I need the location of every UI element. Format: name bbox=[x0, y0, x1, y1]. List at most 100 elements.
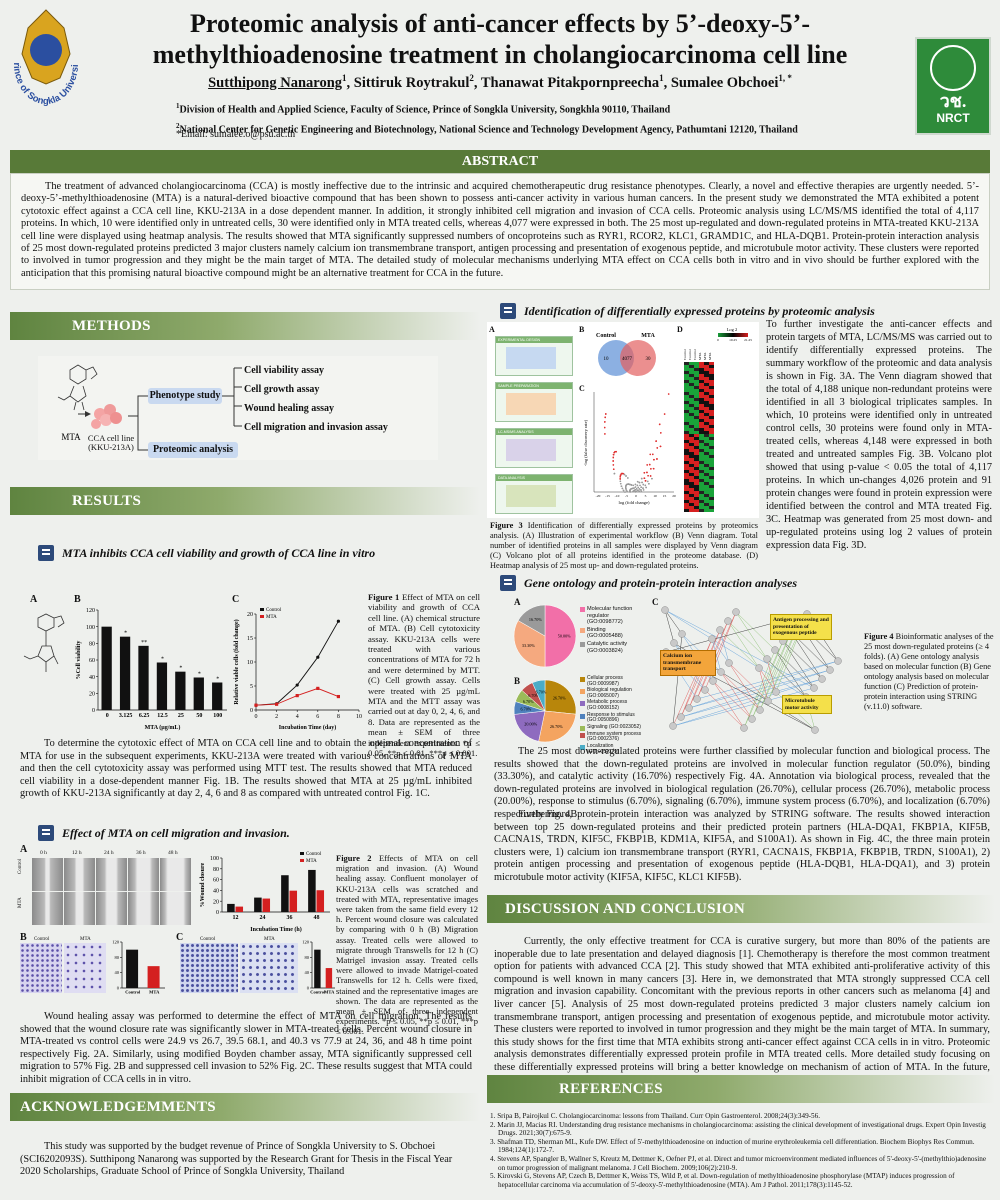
volcano-dot bbox=[648, 483, 650, 485]
x-tick-label: 12 bbox=[233, 915, 239, 921]
volcano-dot bbox=[649, 453, 652, 456]
caption-label: Figure 4 bbox=[864, 632, 894, 641]
heatmap-cell bbox=[704, 470, 709, 473]
edge bbox=[727, 620, 768, 660]
heatmap-cell bbox=[689, 428, 694, 431]
heatmap-cell bbox=[684, 374, 689, 377]
y-tick-label: 20 bbox=[247, 612, 253, 618]
x-tick-label: 25 bbox=[178, 713, 184, 719]
heatmap-cell bbox=[694, 479, 699, 482]
heatmap-cell bbox=[709, 440, 714, 443]
time-label: 12 h bbox=[72, 850, 82, 856]
legend-swatch bbox=[260, 615, 264, 618]
node bbox=[818, 675, 826, 683]
workflow-icon bbox=[506, 439, 556, 461]
x-tick-label: 0 bbox=[255, 714, 258, 720]
edge bbox=[727, 620, 760, 669]
heatmap-cell bbox=[704, 449, 709, 452]
legend-swatch bbox=[260, 608, 264, 611]
heatmap-cell bbox=[699, 488, 704, 491]
edge bbox=[712, 680, 753, 720]
caption-text: Bioinformatic analyses of the 25 most do… bbox=[864, 632, 994, 711]
heatmap-cell bbox=[694, 398, 699, 401]
volcano-dot bbox=[604, 416, 606, 419]
caption-text: Effect of MTA on cell viability and grow… bbox=[368, 592, 481, 759]
heatmap-cell bbox=[709, 446, 714, 449]
author-affiliation: 2 bbox=[469, 73, 474, 83]
heatmap-scale bbox=[718, 333, 748, 337]
heatmap-cell bbox=[704, 431, 709, 434]
workflow-title: SAMPLE PREPARATION bbox=[496, 383, 572, 389]
edge bbox=[680, 678, 823, 718]
heatmap-cell bbox=[699, 362, 704, 365]
heatmap-cell bbox=[684, 395, 689, 398]
slice-label: 6.70% bbox=[523, 699, 534, 704]
bar bbox=[325, 968, 333, 988]
y-tick-label: 0 bbox=[117, 986, 120, 991]
authors: Sutthipong Nanarong1, Sittiruk Roytrakul… bbox=[95, 73, 905, 92]
volcano-dot bbox=[642, 489, 645, 491]
node bbox=[693, 695, 701, 703]
y-tick-label: 120 bbox=[86, 608, 95, 614]
scale-label: 0 bbox=[717, 338, 719, 342]
emblem-center bbox=[30, 34, 62, 66]
time-label: 0 h bbox=[40, 850, 47, 856]
heatmap-cell bbox=[689, 425, 694, 428]
cluster-box: Calcium ion transmembrane transport bbox=[660, 650, 716, 676]
figure-caption: Figure 3 Identification of differentiall… bbox=[490, 521, 758, 571]
bar bbox=[193, 677, 204, 710]
point bbox=[336, 619, 340, 623]
heatmap-cell bbox=[699, 479, 704, 482]
volcano-dot bbox=[634, 488, 637, 491]
volcano-dot bbox=[647, 474, 649, 477]
heatmap-cell bbox=[684, 446, 689, 449]
heatmap-cell bbox=[709, 476, 714, 479]
node bbox=[740, 724, 748, 732]
logo-seal bbox=[930, 45, 976, 91]
heatmap-cell bbox=[684, 482, 689, 485]
heatmap-cell bbox=[689, 365, 694, 368]
venn-count: 4077 bbox=[622, 357, 633, 362]
x-tick-label: -10 bbox=[615, 494, 620, 498]
heatmap-cell bbox=[694, 410, 699, 413]
volcano-dot bbox=[638, 481, 641, 484]
heatmap-cell bbox=[684, 398, 689, 401]
x-tick-label: 4 bbox=[296, 714, 299, 720]
heatmap-cell bbox=[709, 419, 714, 422]
heatmap-cell bbox=[684, 368, 689, 371]
micrograph bbox=[64, 858, 95, 891]
heatmap-cell bbox=[709, 506, 714, 509]
bar bbox=[262, 898, 271, 912]
x-tick-label: 8 bbox=[337, 714, 340, 720]
heatmap-cell bbox=[704, 395, 709, 398]
image-label: Control bbox=[200, 937, 216, 942]
node bbox=[677, 713, 685, 721]
heatmap-cell bbox=[704, 443, 709, 446]
heatmap-cell bbox=[689, 401, 694, 404]
volcano-dot bbox=[641, 481, 643, 484]
heatmap-cell bbox=[704, 440, 709, 443]
heatmap-cell bbox=[699, 494, 704, 497]
caption-text: Identification of differentially express… bbox=[490, 521, 758, 570]
y-tick-label: 80 bbox=[213, 867, 219, 873]
heatmap-cell bbox=[684, 434, 689, 437]
heatmap-cell bbox=[704, 503, 709, 506]
heatmap-cell bbox=[694, 503, 699, 506]
reference: 5. Kirovski G, Stevens AP, Czech B, Dett… bbox=[490, 1172, 955, 1189]
bar bbox=[126, 949, 139, 988]
x-tick-label: Control bbox=[310, 990, 326, 995]
heatmap-cell bbox=[709, 434, 714, 437]
heatmap-cell bbox=[699, 422, 704, 425]
legend-swatch bbox=[580, 725, 585, 731]
y-axis-label: %Cell viability bbox=[76, 641, 82, 680]
bar bbox=[308, 869, 316, 912]
image-label: Control bbox=[34, 937, 50, 942]
heatmap-cell bbox=[684, 503, 689, 506]
venn-label: MTA bbox=[641, 333, 655, 339]
heatmap-cell bbox=[689, 443, 694, 446]
heatmap-cell bbox=[694, 371, 699, 374]
point bbox=[254, 703, 258, 707]
paragraph: To further investigate the anti-cancer e… bbox=[766, 319, 992, 551]
heatmap-cell bbox=[694, 485, 699, 488]
y-tick-label: 120 bbox=[302, 940, 310, 945]
